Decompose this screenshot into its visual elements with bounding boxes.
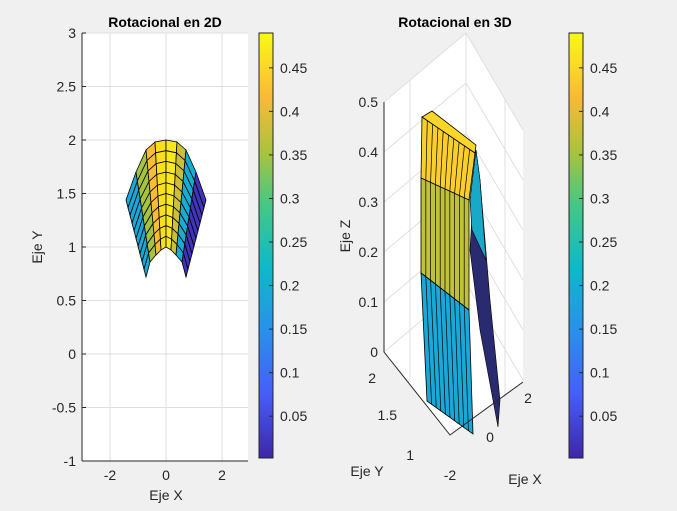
colorbar-gradient <box>568 32 584 459</box>
colorbar-tick-label: 0.25 <box>590 234 617 250</box>
axes-3d: 0 0.1 0.2 0.3 0.4 0.5 1 1.5 2 -2 0 2 Rotacional en … <box>337 14 542 487</box>
colorbar-tick-label: 0.45 <box>280 60 307 76</box>
colorbar-gradient <box>258 32 274 459</box>
mesh-line <box>449 138 455 192</box>
ytick-label: 1.5 <box>378 407 398 423</box>
xlabel-3d: Eje X <box>508 471 542 487</box>
mesh-line <box>430 124 433 183</box>
mesh-line <box>449 295 455 421</box>
colorbar-tick-label: 0.25 <box>280 234 307 250</box>
ztick-label: 0.4 <box>359 144 379 160</box>
ytick-label: 1 <box>68 239 76 255</box>
mesh-line <box>454 298 460 425</box>
axes-2d: -2 0 2 -1 -0.5 0 0.5 1 1.5 2 2.5 3 Rotacional en 2D… <box>29 14 248 503</box>
surface-top <box>421 110 477 154</box>
xtick-label: 0 <box>162 467 170 483</box>
ztick-label: 0.3 <box>359 194 379 210</box>
ytick-label: 3 <box>68 25 76 41</box>
ytick-label: 2 <box>68 132 76 148</box>
zlabel-3d: Eje Z <box>337 219 353 252</box>
colorbar-tick-label: 0.1 <box>280 365 300 381</box>
colorbar-tick-label: 0.4 <box>590 103 610 119</box>
colorbar-3d: 0.05 0.1 0.15 0.2 0.25 0.3 0.35 0.4 0.45 <box>568 32 617 459</box>
surface-3d <box>420 110 501 435</box>
mesh-line <box>444 134 449 190</box>
mesh-line <box>439 287 446 415</box>
colorbar-tick-label: 0.45 <box>590 60 617 76</box>
mesh-line <box>425 276 432 405</box>
colorbar-tick-label: 0.1 <box>590 365 610 381</box>
ztick-label: 0 <box>370 344 378 360</box>
mesh-line <box>463 306 469 431</box>
title-3d: Rotacional en 3D <box>398 14 512 30</box>
mesh-line <box>454 142 460 194</box>
mesh-line <box>430 280 437 408</box>
mesh-line <box>435 127 439 185</box>
ytick-label: 1.5 <box>57 186 77 202</box>
surface-patch <box>181 252 189 279</box>
ytick-label: 2 <box>368 370 376 386</box>
mesh-line <box>463 149 471 198</box>
surface-side-cyan <box>469 149 487 261</box>
axes-lines-3d <box>383 102 524 436</box>
colorbar-tick-label: 0.3 <box>590 190 610 206</box>
colorbar-tick-label: 0.4 <box>280 103 300 119</box>
colorbar-2d: 0.05 0.1 0.15 0.2 0.25 0.3 0.35 0.4 0.45 <box>258 32 307 459</box>
ytick-label: -0.5 <box>52 400 76 416</box>
ylabel-3d: Eje Y <box>350 463 384 479</box>
ztick-label: 0.2 <box>359 244 379 260</box>
ylabel-2d: Eje Y <box>29 230 45 264</box>
colorbar-tick-label: 0.15 <box>590 321 617 337</box>
xtick-label: 0 <box>486 429 494 445</box>
xtick-label: 2 <box>524 390 532 406</box>
mesh-line <box>459 145 465 196</box>
colorbar-tick-label: 0.3 <box>280 190 300 206</box>
ytick-label: 2.5 <box>57 79 77 95</box>
colorbar-tick-label: 0.05 <box>280 408 307 424</box>
xtick-label: -2 <box>444 467 457 483</box>
colorbar-tick-label: 0.35 <box>280 147 307 163</box>
ztick-label: 0.1 <box>359 294 379 310</box>
mesh-line <box>435 284 442 411</box>
colorbar-tick-label: 0.05 <box>590 408 617 424</box>
mesh-line <box>444 291 451 418</box>
mesh-line <box>459 302 465 428</box>
xtick-label: 2 <box>218 467 226 483</box>
surface-2d <box>125 139 207 279</box>
colorbar-tick-label: 0.15 <box>280 321 307 337</box>
xtick-label: -2 <box>104 467 117 483</box>
mesh-line <box>425 120 428 181</box>
colorbar-tick-label: 0.2 <box>280 278 300 294</box>
title-2d: Rotacional en 2D <box>108 14 222 30</box>
ytick-label: 0 <box>68 346 76 362</box>
mesh-line <box>439 131 444 187</box>
ztick-label: 0.5 <box>359 94 379 110</box>
ytick-label: -1 <box>64 453 77 469</box>
ytick-label: 1 <box>406 447 414 463</box>
surface-patch <box>159 235 167 251</box>
ytick-label: 0.5 <box>57 293 77 309</box>
xlabel-2d: Eje X <box>149 487 183 503</box>
colorbar-tick-label: 0.35 <box>590 147 617 163</box>
colorbar-tick-label: 0.2 <box>590 278 610 294</box>
